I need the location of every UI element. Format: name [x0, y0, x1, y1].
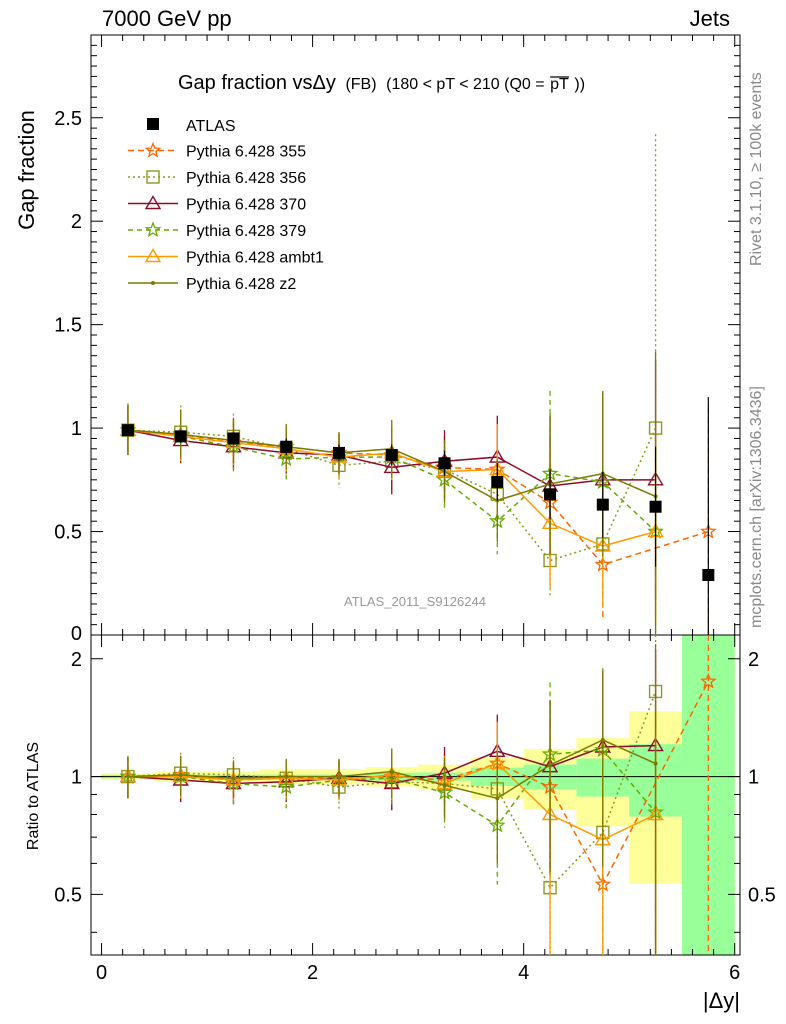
legend-label: Pythia 6.428 370 — [186, 197, 306, 214]
atlas-point — [385, 449, 398, 461]
y-tick-label-bottom-right: 0.5 — [748, 884, 776, 906]
y-tick-label-top: 0 — [71, 623, 82, 645]
ratio-point — [231, 776, 236, 781]
atlas-point — [544, 488, 557, 501]
ratio-uncertainty-bands — [101, 635, 735, 955]
y-tick-label-bottom: 2 — [71, 649, 82, 671]
chart-labels: Gap fraction vsΔy (FB) (180 < pT < 210 (… — [14, 72, 740, 1013]
y-tick-label-bottom: 1 — [71, 767, 82, 789]
legend-marker — [144, 195, 162, 210]
energy-label: 7000 GeV pp — [102, 6, 232, 31]
x-tick-label: 2 — [307, 962, 318, 984]
y-tick-label-bottom-right: 2 — [748, 649, 759, 671]
y-tick-label-top: 1 — [71, 418, 82, 440]
legend-label: Pythia 6.428 z2 — [186, 276, 296, 293]
category-label: Jets — [689, 6, 730, 31]
atlas-data-points — [121, 397, 715, 635]
ratio-point — [442, 783, 447, 788]
legend-label: Pythia 6.428 355 — [186, 144, 306, 161]
atlas-point — [491, 475, 504, 488]
legend-marker — [144, 248, 162, 263]
chart-title: Gap fraction vsΔy (FB) (180 < pT < 210 (… — [178, 72, 585, 94]
x-tick-label: 0 — [96, 962, 107, 984]
atlas-point — [596, 498, 609, 511]
mc-series-line — [127, 429, 657, 533]
axes-frame: 0 2 4 6 0.5 1 1.5 2 2.5 0 0.5 0.5 1 1 2 2 — [54, 34, 776, 984]
y-axis-label-bottom: Ratio to ATLAS — [25, 742, 42, 850]
ratio-point — [600, 738, 605, 743]
legend-label: Pythia 6.428 379 — [186, 223, 306, 240]
ratio-point — [389, 769, 394, 774]
y-tick-label-bottom-right: 1 — [748, 767, 759, 789]
ratio-point — [495, 796, 500, 801]
y-axis-label-top: Gap fraction — [14, 110, 39, 230]
y-tick-label-top: 2 — [71, 211, 82, 233]
atlas-point — [332, 446, 345, 459]
legend-marker — [151, 281, 155, 285]
atlas-point — [702, 569, 715, 581]
y-tick-label-top: 2.5 — [54, 108, 82, 130]
atlas-point — [121, 424, 134, 437]
analysis-label: ATLAS_2011_S9126244 — [344, 594, 486, 609]
legend-marker-atlas — [147, 118, 159, 130]
legend-label-atlas: ATLAS — [186, 118, 236, 135]
legend-marker — [146, 170, 160, 184]
legend: ATLAS Pythia 6.428 355 Pythia 6.428 356 Pyt… — [128, 118, 324, 293]
legend-marker — [144, 221, 162, 238]
ratio-panel-series — [119, 635, 717, 955]
ratio-point — [548, 763, 553, 768]
atlas-point — [280, 440, 293, 453]
bottom-panel-frame — [90, 634, 741, 956]
y-tick-label-top: 1.5 — [54, 315, 82, 337]
atlas-point — [438, 457, 451, 470]
ratio-point — [700, 672, 717, 689]
atlas-point — [227, 432, 240, 445]
ratio-point — [653, 761, 658, 766]
x-axis-label: |Δy| — [703, 988, 740, 1013]
atlas-point — [174, 430, 187, 443]
x-tick-label: 4 — [518, 962, 529, 984]
mc-series-line — [127, 429, 709, 566]
y-tick-label-bottom: 0.5 — [54, 884, 82, 906]
ratio-point — [336, 774, 341, 779]
atlas-point — [649, 500, 662, 513]
ratio-point — [178, 772, 183, 777]
ratio-point — [125, 774, 130, 779]
legend-label: Pythia 6.428 ambt1 — [186, 250, 324, 267]
legend-label: Pythia 6.428 356 — [186, 170, 306, 187]
x-tick-label: 6 — [729, 962, 740, 984]
ratio-point — [284, 774, 289, 779]
y-tick-label-top: 0.5 — [54, 522, 82, 544]
legend-marker — [144, 141, 162, 158]
